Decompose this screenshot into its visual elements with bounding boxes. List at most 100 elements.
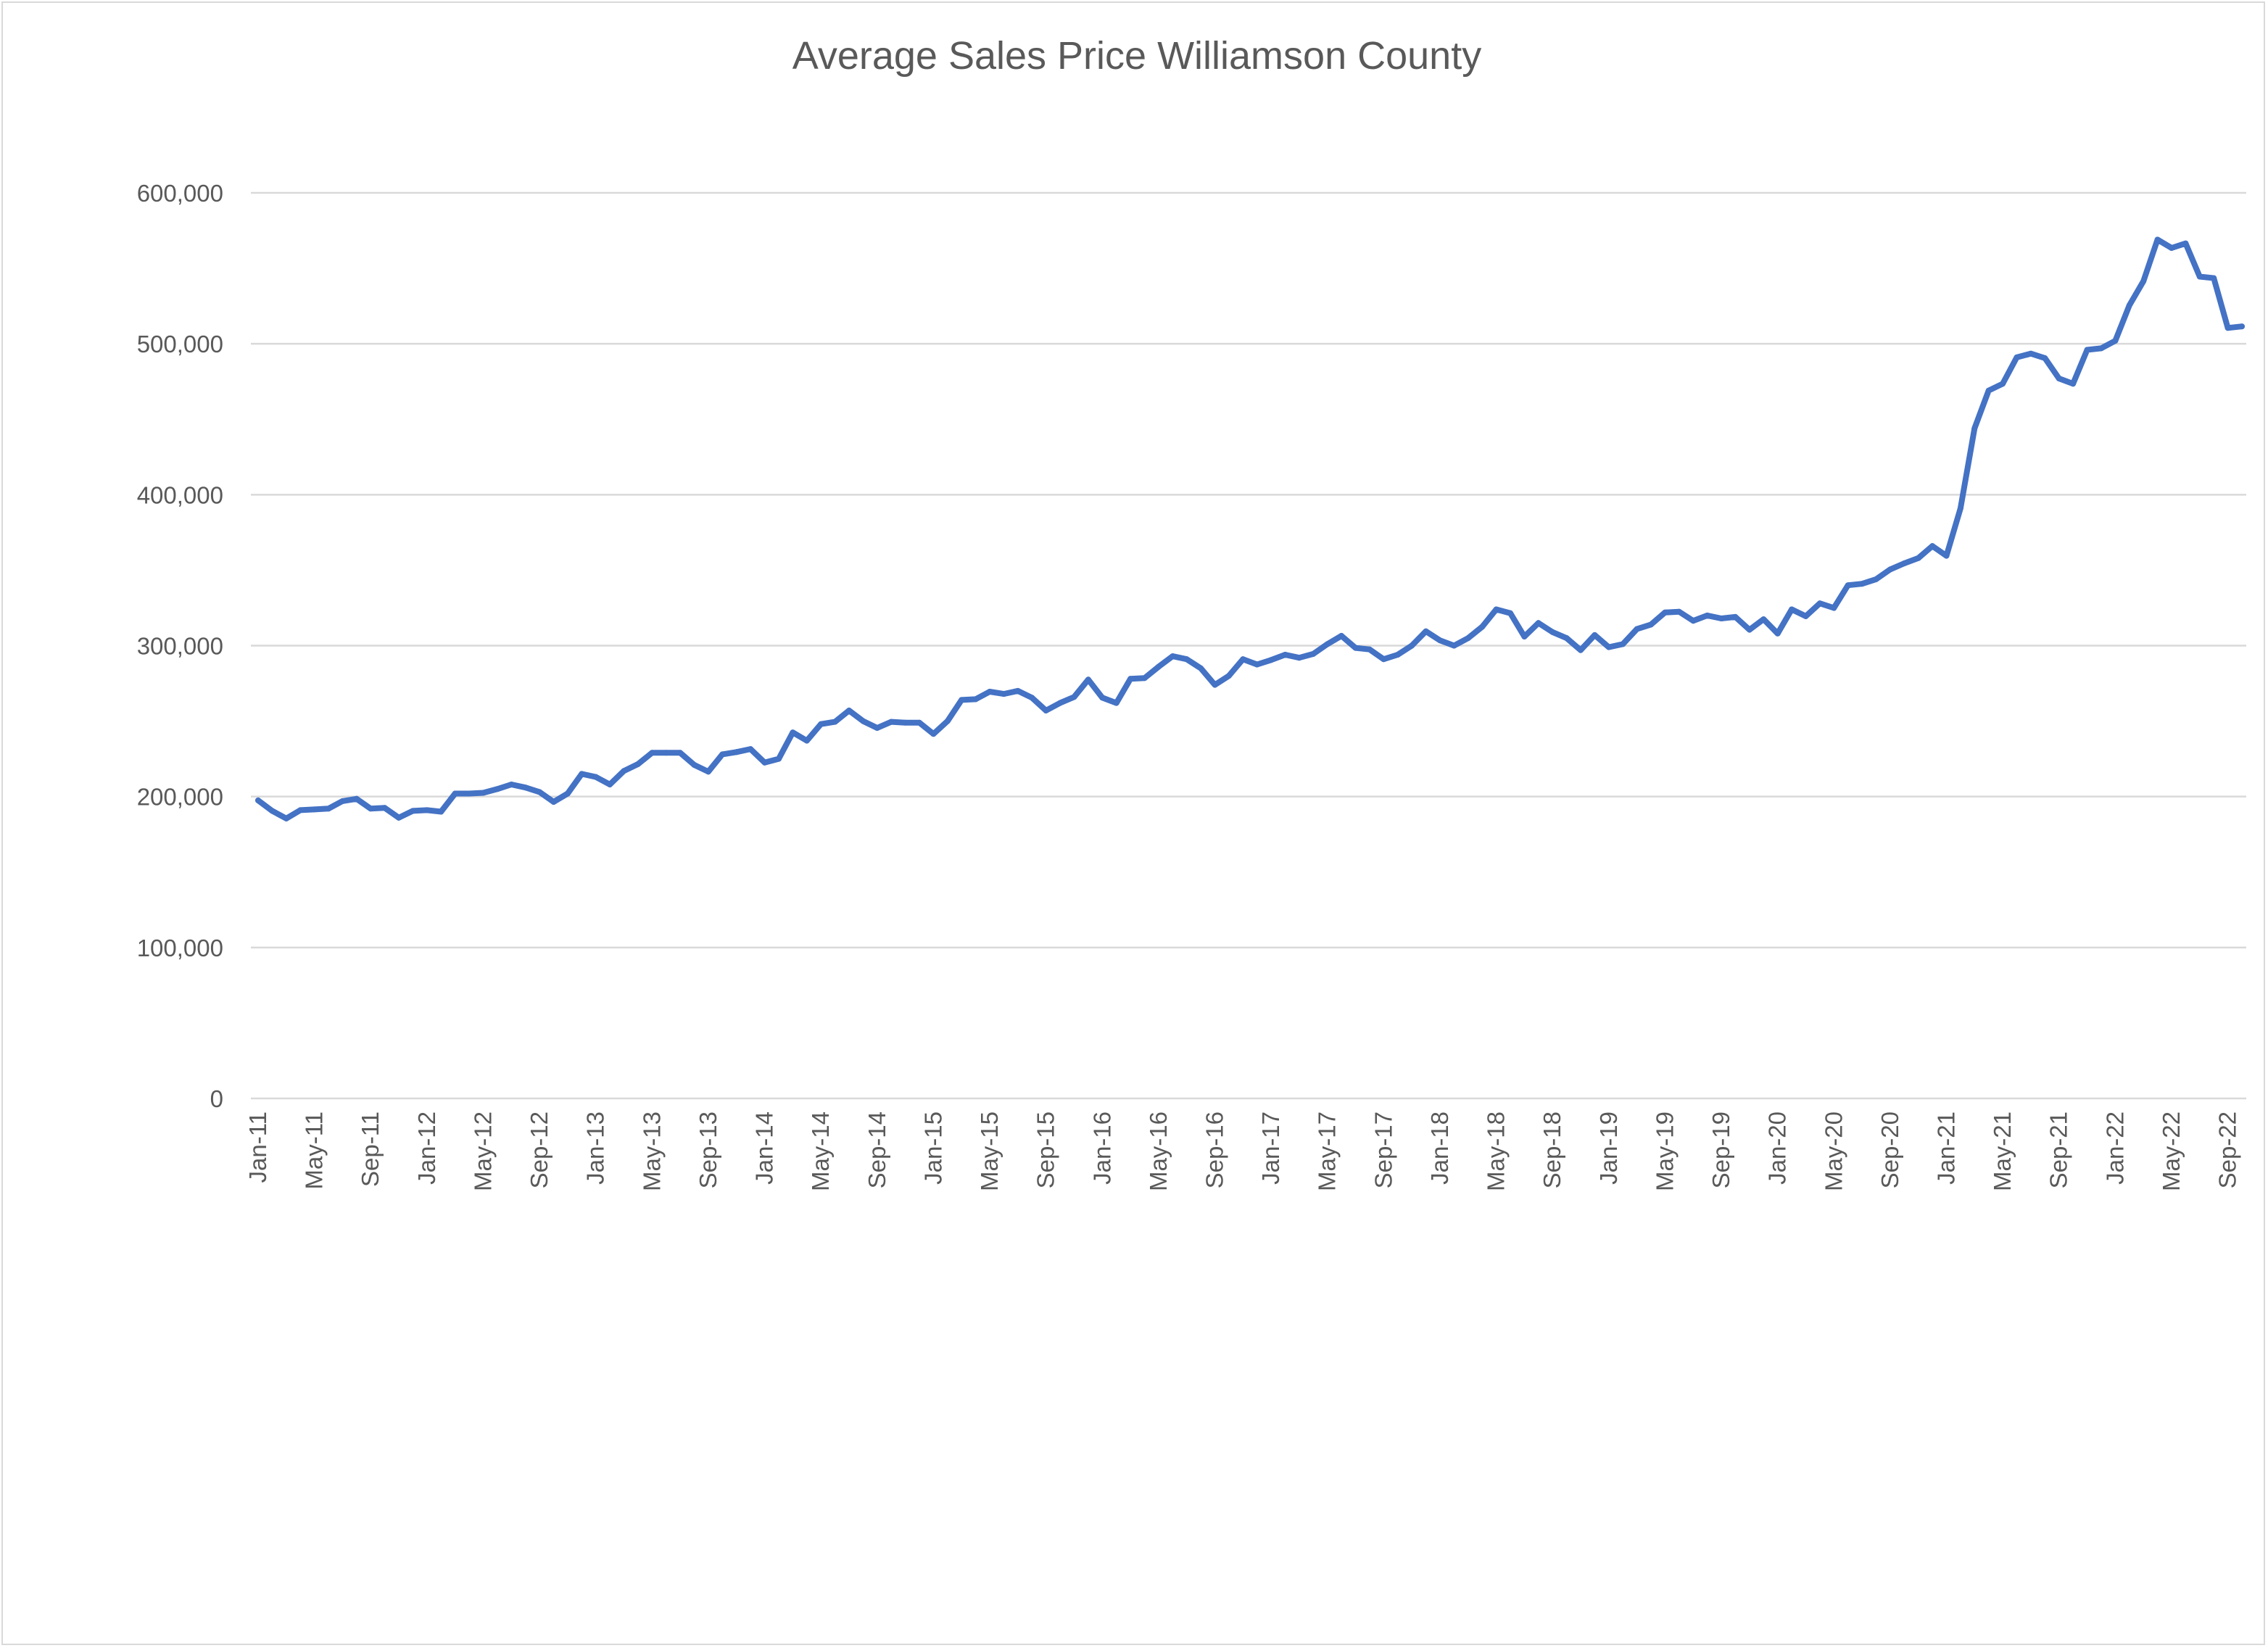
data-point bbox=[1676, 608, 1682, 615]
data-point bbox=[311, 806, 318, 813]
data-point bbox=[396, 814, 402, 821]
data-point bbox=[944, 718, 951, 724]
data-point bbox=[705, 769, 711, 775]
data-point bbox=[1746, 626, 1752, 633]
data-point bbox=[1957, 505, 1963, 512]
data-point bbox=[1451, 642, 1457, 649]
data-point bbox=[2014, 354, 2020, 360]
data-point bbox=[1845, 582, 1851, 589]
x-tick-label: May-16 bbox=[1145, 1111, 1172, 1191]
data-point bbox=[2140, 278, 2147, 284]
data-point bbox=[1409, 642, 1415, 649]
x-tick-label: Sep-15 bbox=[1032, 1111, 1059, 1188]
data-point bbox=[1071, 694, 1077, 700]
data-point bbox=[1170, 653, 1176, 660]
data-point bbox=[1099, 695, 1106, 701]
data-point bbox=[1816, 600, 1823, 607]
x-tick-label: Sep-16 bbox=[1201, 1111, 1228, 1188]
data-point bbox=[1971, 425, 1978, 431]
x-tick-label: Sep-11 bbox=[357, 1111, 384, 1187]
data-point bbox=[1704, 612, 1710, 618]
data-point bbox=[634, 761, 641, 767]
data-point bbox=[930, 731, 937, 737]
data-point bbox=[1282, 652, 1288, 658]
data-point bbox=[916, 719, 922, 726]
data-point bbox=[1225, 673, 1232, 679]
data-point bbox=[691, 762, 698, 768]
data-point bbox=[748, 746, 754, 753]
data-point bbox=[1057, 700, 1063, 706]
data-point bbox=[2084, 347, 2090, 353]
x-tick-label: May-22 bbox=[2158, 1111, 2185, 1191]
data-point bbox=[550, 799, 557, 805]
data-point bbox=[1887, 566, 1893, 573]
data-point bbox=[255, 797, 261, 803]
data-point bbox=[1198, 665, 1204, 671]
y-tick-label: 100,000 bbox=[137, 935, 223, 961]
data-point bbox=[1873, 576, 1879, 582]
data-point bbox=[2169, 245, 2174, 251]
data-point bbox=[1043, 708, 1049, 713]
data-point bbox=[326, 806, 331, 812]
data-point bbox=[1774, 630, 1781, 637]
data-point bbox=[2027, 350, 2034, 357]
y-tick-label: 500,000 bbox=[137, 331, 223, 357]
data-point bbox=[381, 805, 388, 811]
data-point bbox=[410, 808, 416, 814]
x-tick-label: Sep-21 bbox=[2045, 1111, 2072, 1188]
data-point bbox=[438, 808, 444, 815]
data-point bbox=[1690, 618, 1697, 624]
data-point bbox=[283, 815, 289, 821]
data-point bbox=[1507, 610, 1513, 616]
data-point bbox=[607, 782, 613, 787]
data-point bbox=[1718, 616, 1724, 621]
data-point bbox=[452, 790, 458, 797]
data-point bbox=[1113, 700, 1119, 706]
y-axis-tick-labels: 0 100,000 200,000 300,000 400,000 500,000 600,… bbox=[137, 180, 223, 1112]
x-tick-label: Sep-13 bbox=[695, 1111, 721, 1188]
data-point bbox=[579, 771, 585, 777]
data-point bbox=[803, 737, 810, 744]
x-tick-label: May-17 bbox=[1314, 1111, 1341, 1191]
data-point bbox=[1085, 676, 1091, 683]
data-point bbox=[564, 790, 571, 797]
data-point bbox=[1648, 621, 1654, 628]
x-tick-label: May-13 bbox=[638, 1111, 665, 1191]
data-point bbox=[1212, 682, 1218, 688]
data-point bbox=[874, 725, 880, 731]
data-point bbox=[1789, 606, 1795, 613]
data-point bbox=[1803, 613, 1809, 619]
data-point bbox=[2070, 381, 2077, 387]
data-point bbox=[368, 806, 374, 812]
data-point bbox=[1859, 581, 1866, 587]
data-point bbox=[1831, 605, 1837, 611]
data-point bbox=[1521, 634, 1528, 639]
data-point bbox=[1183, 656, 1190, 663]
data-point bbox=[423, 807, 430, 813]
data-point bbox=[1929, 543, 1936, 550]
y-tick-label: 600,000 bbox=[137, 180, 223, 207]
data-point bbox=[1578, 647, 1584, 653]
data-point bbox=[733, 749, 740, 755]
data-point bbox=[297, 807, 304, 813]
data-point bbox=[2098, 345, 2104, 352]
data-point bbox=[480, 790, 487, 796]
data-point bbox=[790, 729, 796, 736]
x-tick-label: Sep-20 bbox=[1876, 1111, 1903, 1188]
x-tick-label: Jan-20 bbox=[1764, 1111, 1791, 1185]
data-point bbox=[353, 795, 360, 802]
data-point bbox=[1338, 633, 1345, 639]
data-point bbox=[1915, 555, 1921, 561]
data-point bbox=[1479, 624, 1486, 630]
data-point bbox=[1549, 629, 1556, 635]
data-point bbox=[621, 768, 627, 774]
x-tick-label: May-11 bbox=[301, 1111, 328, 1190]
y-tick-label: 300,000 bbox=[137, 633, 223, 660]
data-point bbox=[2056, 376, 2062, 381]
data-point bbox=[1760, 616, 1767, 623]
data-point bbox=[2224, 325, 2231, 331]
data-point bbox=[1423, 628, 1429, 634]
data-point bbox=[494, 786, 500, 792]
x-tick-label: Sep-18 bbox=[1539, 1111, 1565, 1188]
data-point bbox=[1985, 387, 1992, 394]
